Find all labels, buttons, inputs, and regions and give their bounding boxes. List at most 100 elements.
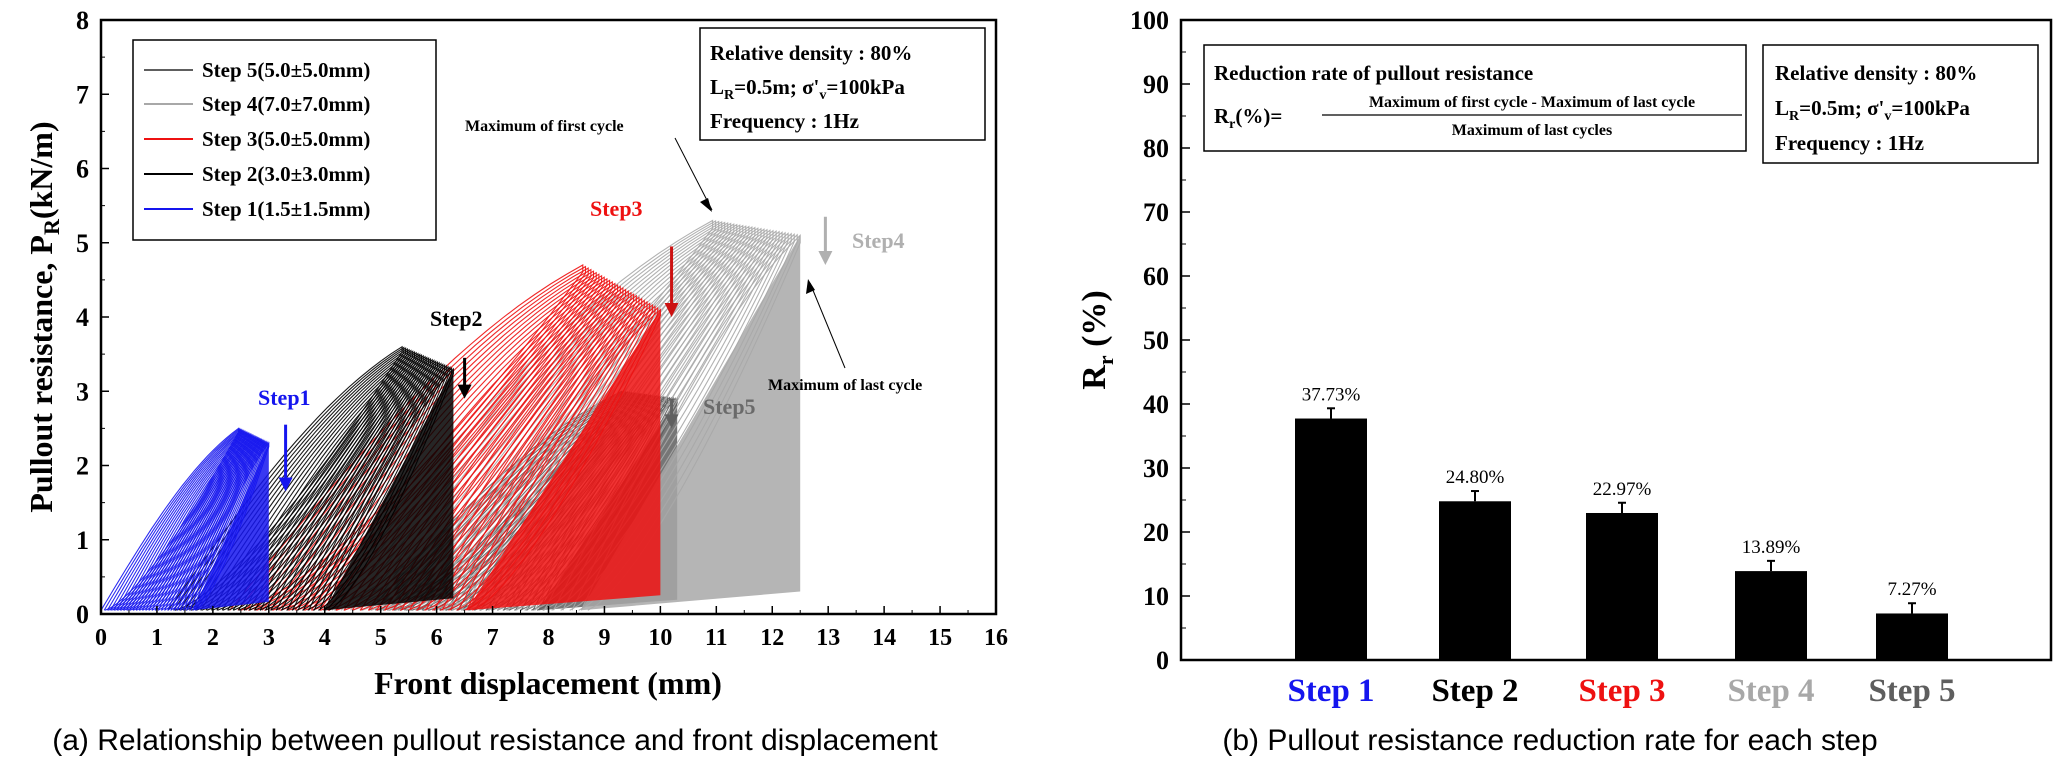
y-tick-label-a: 7 bbox=[76, 80, 89, 109]
legend-a: Step 5(5.0±5.0mm) Step 4(7.0±7.0mm) Step… bbox=[132, 39, 437, 241]
x-tick-label-a: 7 bbox=[487, 625, 499, 651]
step-arrows bbox=[278, 216, 833, 492]
info-box-a-frame bbox=[699, 27, 986, 141]
arrow-head-step2 bbox=[457, 384, 472, 399]
y-tick-label-b: 80 bbox=[1143, 134, 1169, 163]
y-tick-label-b: 60 bbox=[1143, 262, 1169, 291]
bars: 37.73% 24.80% 22.97% 13.89% 7.27% bbox=[1295, 384, 1948, 660]
y-tick-label-a: 3 bbox=[76, 377, 89, 406]
y-tick-label-b: 100 bbox=[1130, 6, 1169, 35]
formula-box-frame bbox=[1203, 44, 1747, 152]
info-box-b-frame bbox=[1762, 44, 2039, 164]
data-label-step3: 22.97% bbox=[1593, 479, 1652, 500]
info-b-density: Relative density : 80% bbox=[1775, 61, 1977, 85]
y-axis-label-b: Rr (%) bbox=[1076, 290, 1118, 389]
cycle-loop bbox=[368, 222, 732, 611]
category-label-step2: Step 2 bbox=[1431, 673, 1518, 709]
info-b-frequency: Frequency : 1Hz bbox=[1775, 131, 1924, 155]
caption-b: (b) Pullout resistance reduction rate fo… bbox=[1222, 724, 1877, 757]
arrow-head-step3 bbox=[664, 303, 679, 317]
x-tick-label-a: 9 bbox=[598, 625, 610, 651]
x-tick-label-a: 6 bbox=[431, 625, 443, 651]
y-axis-label-a: Pullout resistance, PR(kN/m) bbox=[23, 121, 64, 512]
annotation-step1: Step1 bbox=[258, 385, 311, 410]
x-tick-label-a: 13 bbox=[816, 625, 840, 651]
pointer-max-first-line bbox=[674, 137, 713, 211]
bar-step4 bbox=[1735, 571, 1807, 660]
category-label-step4: Step 4 bbox=[1727, 673, 1814, 709]
arrow-head-step1 bbox=[278, 477, 293, 492]
formula-numerator: Maximum of first cycle - Maximum of last… bbox=[1369, 94, 1695, 111]
pointer-max-first-head bbox=[700, 198, 712, 212]
x-tick-label-a: 8 bbox=[543, 625, 555, 651]
series-band bbox=[466, 309, 661, 611]
series-band bbox=[193, 443, 269, 611]
x-tick-label-a: 5 bbox=[375, 625, 387, 651]
y-tick-label-b: 50 bbox=[1143, 326, 1169, 355]
x-tick-label-a: 4 bbox=[319, 625, 331, 651]
y-tick-label-b: 90 bbox=[1143, 70, 1169, 99]
formula-lhs: Rr(%)= bbox=[1214, 104, 1282, 132]
info-a-density: Relative density : 80% bbox=[710, 41, 912, 65]
annotation-step4: Step4 bbox=[852, 228, 905, 253]
annotation-max-first-cycle: Maximum of first cycle bbox=[465, 118, 624, 135]
x-tick-label-a: 16 bbox=[984, 625, 1008, 651]
y-tick-label-a: 0 bbox=[76, 600, 89, 629]
series-step1 bbox=[100, 427, 270, 611]
formula-box: Reduction rate of pullout resistance Rr(… bbox=[1203, 44, 1747, 152]
y-tick-label-a: 5 bbox=[76, 229, 89, 258]
bar-step5 bbox=[1876, 613, 1948, 660]
cycle-loop bbox=[322, 220, 717, 611]
category-label-step1: Step 1 bbox=[1287, 673, 1374, 709]
series-step2 bbox=[167, 345, 454, 611]
x-tick-label-a: 12 bbox=[760, 625, 784, 651]
legend-label-step3: Step 3(5.0±5.0mm) bbox=[202, 127, 370, 151]
y-tick-label-b: 20 bbox=[1143, 518, 1169, 547]
chart-reduction-rate: 0 10 20 30 40 50 60 70 80 90 100 37.73% 24.80% 22.97… bbox=[1076, 6, 2053, 757]
data-label-step2: 24.80% bbox=[1446, 467, 1505, 488]
bar-step2 bbox=[1439, 501, 1511, 660]
bar-step1 bbox=[1295, 418, 1367, 660]
cycle-loop bbox=[433, 302, 651, 611]
x-tick-label-a: 1 bbox=[151, 625, 163, 651]
y-tick-label-a: 1 bbox=[76, 526, 89, 555]
y-tick-label-b: 40 bbox=[1143, 390, 1169, 419]
x-tick-label-a: 11 bbox=[705, 625, 728, 651]
y-tick-label-b: 70 bbox=[1143, 198, 1169, 227]
cycle-loop bbox=[386, 223, 738, 611]
x-tick-label-a: 2 bbox=[207, 625, 219, 651]
data-label-step4: 13.89% bbox=[1742, 537, 1801, 558]
arrow-head-step4 bbox=[818, 251, 833, 266]
info-a-length-stress: LR=0.5m; σ'v=100kPa bbox=[710, 75, 905, 103]
data-label-step1: 37.73% bbox=[1302, 384, 1361, 405]
x-tick-label-a: 0 bbox=[95, 625, 107, 651]
series-band bbox=[325, 369, 454, 611]
y-tick-label-a: 2 bbox=[76, 452, 89, 481]
info-box-a: Relative density : 80% LR=0.5m; σ'v=100k… bbox=[699, 27, 986, 141]
y-tick-label-b: 30 bbox=[1143, 454, 1169, 483]
formula-title: Reduction rate of pullout resistance bbox=[1214, 61, 1533, 85]
category-label-step5: Step 5 bbox=[1868, 673, 1955, 709]
axis-ticks-b: 0 10 20 30 40 50 60 70 80 90 100 bbox=[1130, 6, 1190, 675]
x-tick-label-a: 15 bbox=[928, 625, 952, 651]
y-tick-label-a: 8 bbox=[76, 6, 89, 35]
x-tick-label-a: 14 bbox=[872, 625, 896, 651]
y-tick-label-b: 10 bbox=[1143, 582, 1169, 611]
x-tick-label-a: 3 bbox=[263, 625, 275, 651]
legend-label-step1: Step 1(1.5±1.5mm) bbox=[202, 197, 370, 221]
y-tick-label-b: 0 bbox=[1156, 646, 1169, 675]
info-box-b: Relative density : 80% LR=0.5m; σ'v=100k… bbox=[1762, 44, 2039, 164]
pointer-max-last-line bbox=[809, 282, 846, 369]
y-tick-label-a: 4 bbox=[76, 303, 89, 332]
formula-denominator: Maximum of last cycles bbox=[1452, 122, 1612, 139]
legend-label-step2: Step 2(3.0±3.0mm) bbox=[202, 162, 370, 186]
arrow-head-step5 bbox=[664, 414, 679, 429]
cycle-loop bbox=[331, 220, 720, 611]
annotation-max-last-cycle: Maximum of last cycle bbox=[768, 377, 922, 394]
x-tick-label-a: 10 bbox=[648, 625, 672, 651]
annotation-step3: Step3 bbox=[590, 196, 643, 221]
category-label-step3: Step 3 bbox=[1578, 673, 1665, 709]
caption-a: (a) Relationship between pullout resista… bbox=[52, 724, 938, 757]
